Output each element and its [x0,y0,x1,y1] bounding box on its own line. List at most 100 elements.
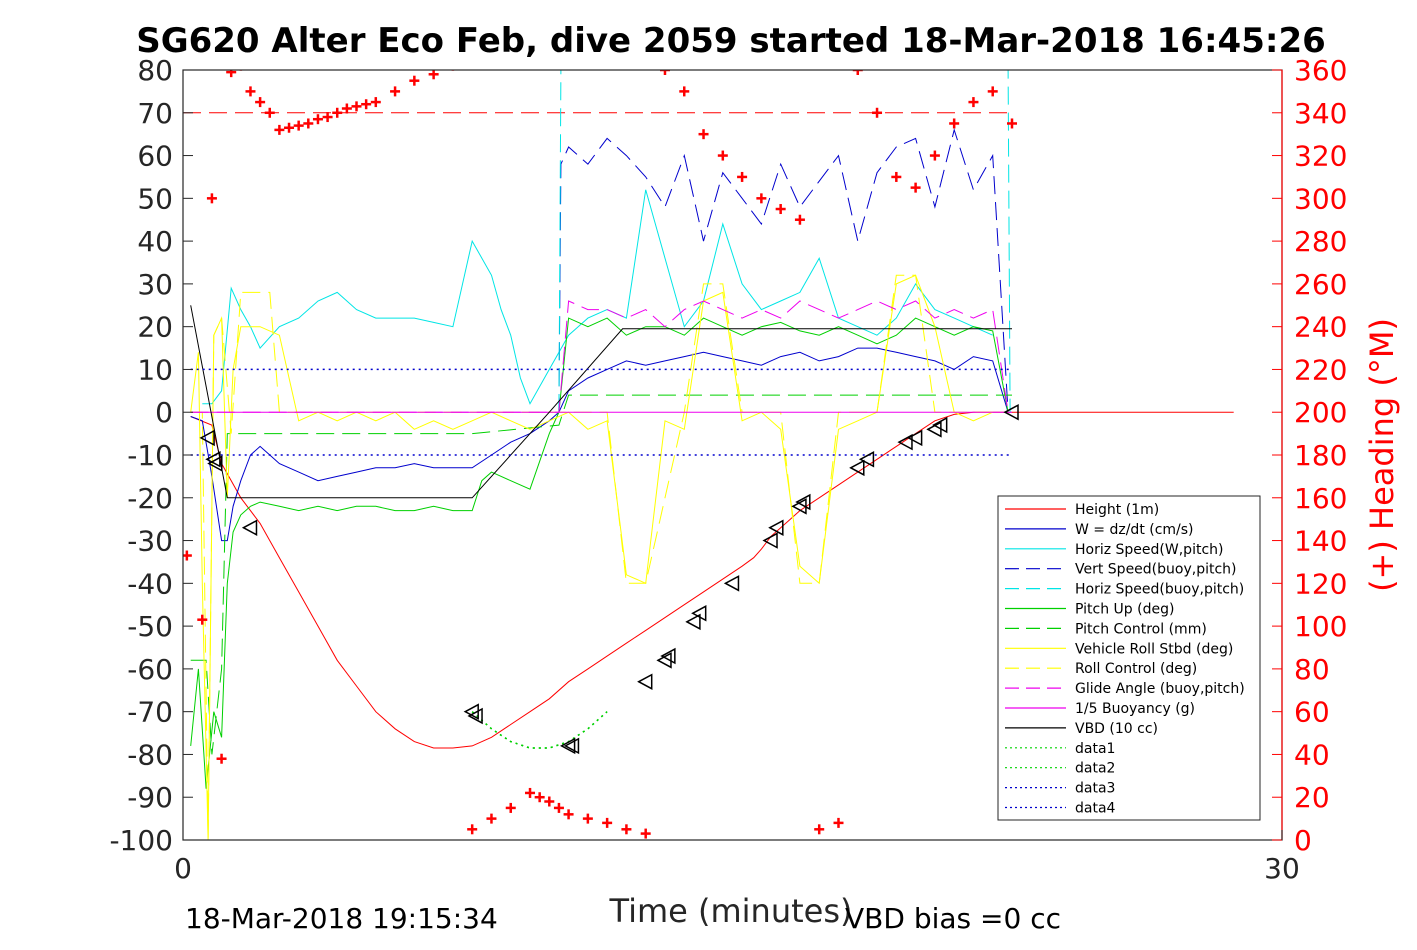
heading-point [910,182,921,193]
heading-point [698,129,709,140]
heading-point [737,171,748,182]
series-line-6 [190,394,1012,755]
heading-point [451,70,455,71]
heading-point [582,813,593,824]
y2-tick-label: 300 [1294,182,1347,215]
legend-label: 1/5 Buoyancy (g) [1075,701,1195,717]
heading-point [640,828,651,839]
depth-marker [849,459,865,477]
heading-point [322,112,333,123]
heading-point [264,107,275,118]
heading-point [717,150,728,161]
heading-point [312,114,323,125]
depth-marker [762,532,778,549]
heading-point [852,70,863,75]
chart-title: SG620 Alter Eco Feb, dive 2059 started 1… [136,21,1326,61]
series-line-8 [190,274,993,840]
y-tick-label: -60 [127,653,173,686]
y-tick-label: 40 [137,225,173,258]
heading-point [239,70,243,71]
y-tick-label: -30 [127,525,173,558]
depth-marker [768,519,784,536]
heading-point [351,101,362,112]
depth-marker [685,613,701,631]
heading-point [929,150,940,161]
y2-axis-label: (+) Heading (°M) [1363,318,1401,592]
legend-label: W = dz/dt (cm/s) [1075,522,1194,538]
heading-point [206,193,217,204]
heading-point [409,75,420,86]
legend-label: data2 [1075,761,1115,777]
heading-point [794,214,805,225]
heading-point [833,817,844,828]
heading-point [987,86,998,97]
depth-marker [1003,403,1019,421]
series-line-9 [190,300,1009,413]
y-tick-label: -70 [127,696,173,729]
series-line-5 [190,317,1009,789]
y-tick-label: -80 [127,738,173,771]
heading-point [341,103,352,114]
heading-point [949,118,960,129]
heading-point [602,817,613,828]
x-tick-label: 0 [174,852,192,885]
y2-tick-label: 160 [1294,482,1347,515]
y-tick-label: 30 [137,268,173,301]
depth-marker [241,519,258,536]
heading-point [872,107,883,118]
heading-point [525,787,536,798]
depth-marker [207,455,223,472]
y-tick-label: -100 [109,824,173,857]
legend-label: Pitch Control (mm) [1075,621,1207,637]
legend-label: VBD (10 cc) [1075,721,1158,737]
legend-label: Vert Speed(buoy,pitch) [1075,562,1237,578]
heading-point [428,70,439,80]
heading-point [679,86,690,97]
heading-point [553,802,564,813]
y-tick-label: 50 [137,182,173,215]
heading-point [534,792,545,803]
heading-point [197,614,208,625]
y2-tick-label: 180 [1294,439,1347,472]
heading-point [303,118,314,129]
x-axis-label: Time (minutes) [609,892,853,930]
heading-point [563,809,574,820]
legend-label: Horiz Speed(W,pitch) [1075,542,1223,558]
series-line-7 [190,274,993,840]
y2-tick-label: 320 [1294,140,1347,173]
depth-marker [467,707,483,725]
legend-label: Glide Angle (buoy,pitch) [1075,681,1245,697]
heading-point [968,97,979,108]
heading-point [486,813,497,824]
legend-label: Height (1m) [1075,502,1159,518]
legend-label: data1 [1075,741,1115,757]
depth-marker [691,605,707,622]
y2-tick-label: 340 [1294,97,1347,130]
series-line-13 [471,711,608,749]
y2-tick-label: 80 [1294,653,1330,686]
series-line-1 [190,347,1009,542]
y2-tick-label: 20 [1294,781,1330,814]
y2-tick-label: 280 [1294,225,1347,258]
y-tick-label: 80 [137,54,173,87]
y-tick-label: -50 [127,610,173,643]
heading-point [544,796,555,807]
series-line-0 [190,411,1234,749]
series-line-2 [202,189,993,405]
depth-marker [637,673,653,690]
legend-label: Vehicle Roll Stbd (deg) [1075,641,1233,657]
y2-tick-label: 60 [1294,696,1330,729]
legend-label: Roll Control (deg) [1075,661,1197,677]
heading-point [255,97,266,108]
y-tick-label: -40 [127,567,173,600]
depth-marker [205,451,221,468]
heading-point [226,70,237,78]
depth-marker [897,433,913,451]
depth-marker [723,575,740,592]
heading-point [756,193,767,204]
heading-point [370,97,381,108]
heading-point [621,824,632,835]
depth-marker [858,451,875,468]
depth-marker [199,429,215,447]
